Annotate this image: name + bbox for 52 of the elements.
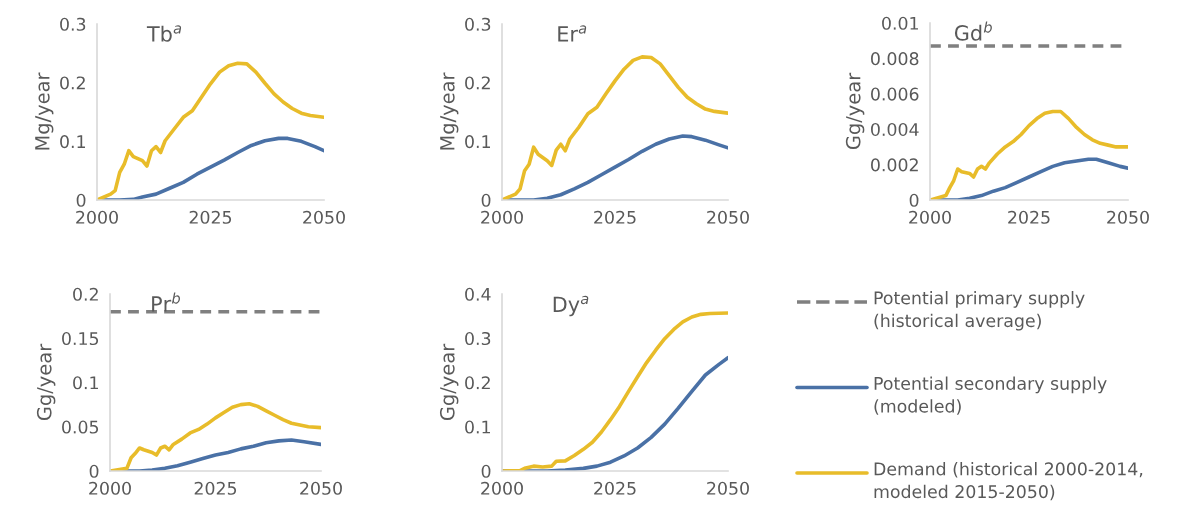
x-tick-label: 2050 bbox=[303, 210, 345, 224]
y-tick-label: 0 bbox=[481, 464, 491, 478]
legend-label: Potential primary supply (historical average) bbox=[874, 291, 1085, 331]
y-tick-label: 0.2 bbox=[60, 76, 85, 90]
y-tick-label: 0 bbox=[481, 193, 491, 207]
y-axis-title: Gg/year bbox=[439, 343, 459, 421]
x-tick-label: 2050 bbox=[707, 481, 749, 495]
y-tick-label: 0.2 bbox=[73, 287, 98, 301]
chart-title: Dy$^{a}$ bbox=[553, 295, 589, 317]
legend-label: Potential secondary supply (modeled) bbox=[874, 376, 1107, 415]
x-tick-label: 2000 bbox=[481, 210, 523, 224]
y-tick-label: 0.1 bbox=[60, 135, 85, 149]
y-tick-label: 0 bbox=[76, 193, 86, 207]
y-axis-title: Mg/year bbox=[35, 72, 54, 150]
y-tick-label: 0.002 bbox=[871, 158, 918, 172]
y-tick-label: 0.05 bbox=[62, 420, 99, 434]
chart-title: Pr$^{b}$ bbox=[152, 292, 180, 312]
y-tick-label: 0.2 bbox=[465, 376, 490, 390]
x-tick-label: 2025 bbox=[194, 481, 237, 495]
x-tick-label: 2025 bbox=[1008, 210, 1050, 224]
y-tick-label: 0.1 bbox=[465, 420, 490, 434]
chart-title: Tb$^{a}$ bbox=[146, 25, 182, 42]
y-tick-label: 0.004 bbox=[871, 122, 919, 137]
y-tick-label: 0.3 bbox=[465, 331, 491, 346]
x-tick-label: 2025 bbox=[594, 210, 636, 224]
chart-title: Gd$^{b}$ bbox=[954, 21, 992, 41]
y-tick-label: 0.15 bbox=[62, 331, 99, 346]
y-tick-label: 0.006 bbox=[871, 87, 919, 101]
x-tick-label: 2050 bbox=[300, 481, 342, 495]
x-tick-label: 2025 bbox=[594, 481, 636, 495]
y-axis-title: Gg/year bbox=[845, 72, 865, 150]
x-tick-label: 2000 bbox=[89, 481, 131, 495]
y-axis-title: Mg/year bbox=[440, 72, 459, 150]
y-tick-label: 0 bbox=[909, 193, 919, 207]
y-tick-label: 0 bbox=[89, 464, 99, 478]
x-tick-label: 2050 bbox=[707, 210, 749, 224]
chart-title: Er$^{a}$ bbox=[558, 25, 587, 42]
y-tick-label: 0.1 bbox=[73, 376, 98, 390]
x-tick-label: 2000 bbox=[909, 210, 951, 224]
y-tick-label: 0.3 bbox=[465, 17, 491, 31]
y-tick-label: 0.3 bbox=[60, 17, 86, 31]
y-tick-label: 0.008 bbox=[871, 52, 919, 66]
x-tick-label: 2025 bbox=[189, 210, 232, 224]
y-tick-label: 0.4 bbox=[465, 287, 491, 301]
x-tick-label: 2050 bbox=[1107, 210, 1149, 224]
x-tick-label: 2000 bbox=[481, 481, 523, 495]
y-tick-label: 0.2 bbox=[465, 76, 490, 90]
y-tick-label: 0.01 bbox=[882, 16, 918, 30]
legend-label: Demand (historical 2000-2014, modeled 2015-2050) bbox=[874, 462, 1143, 501]
y-tick-label: 0.1 bbox=[465, 135, 490, 149]
x-tick-label: 2000 bbox=[76, 210, 118, 224]
y-axis-title: Gg/year bbox=[36, 343, 56, 421]
